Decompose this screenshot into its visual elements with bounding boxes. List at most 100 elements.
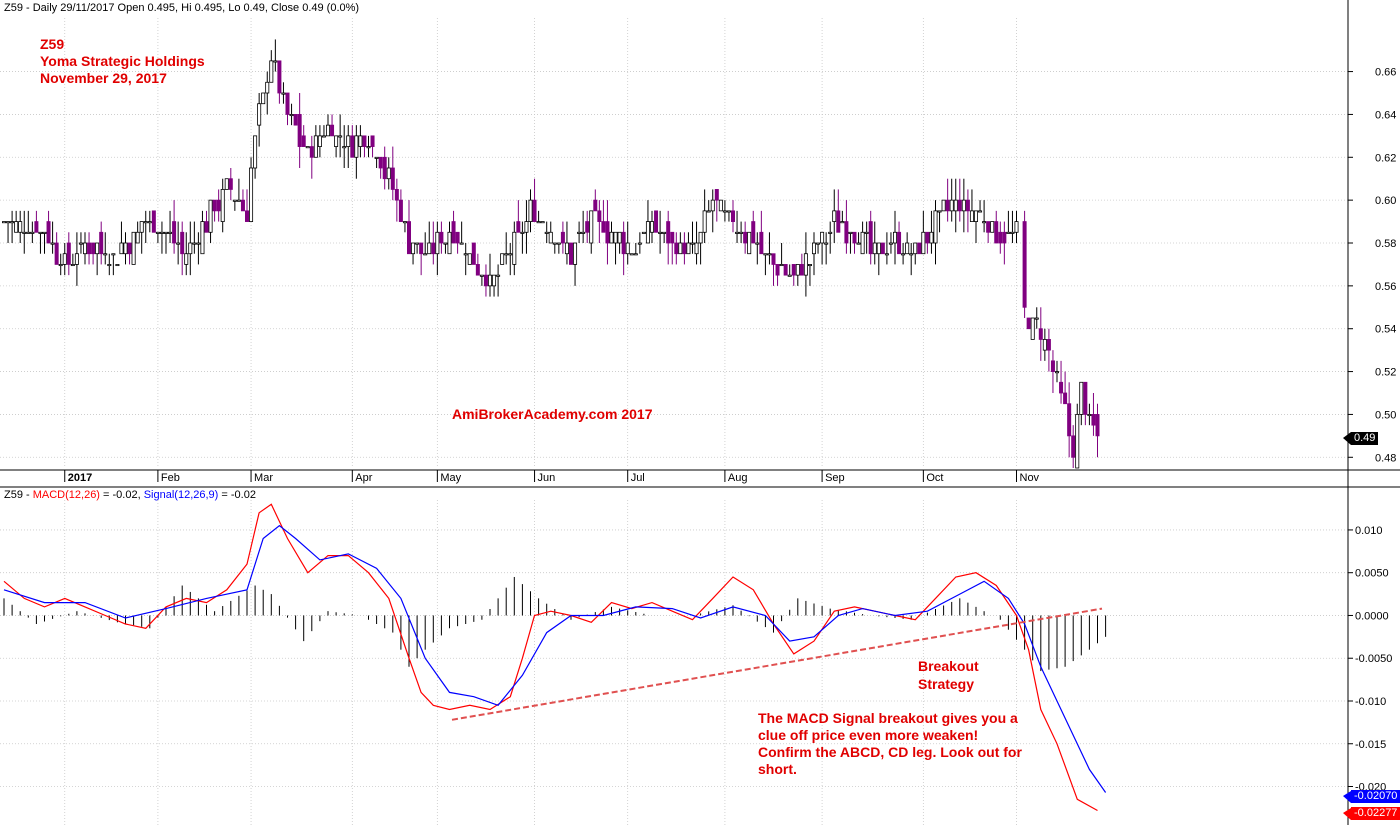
candle-body [763, 253, 768, 256]
candle-body [487, 274, 492, 287]
candle-body [1046, 339, 1051, 351]
candle-body [666, 221, 671, 244]
candle-body [722, 210, 727, 213]
macd-histogram [3, 576, 1107, 672]
candle-body [159, 231, 164, 234]
candle-body [180, 231, 185, 255]
macd-chart-header: Z59 - MACD(12,26) = -0.02, Signal(12,26,… [4, 489, 256, 501]
x-tick-label: Mar [254, 472, 273, 484]
candle-body [172, 221, 177, 244]
candle-body [986, 221, 991, 233]
macd-prefix: Z59 - [4, 489, 33, 501]
macd-y-tick-label: 0.010 [1355, 525, 1383, 537]
candle-body [54, 242, 59, 265]
candle-body [99, 231, 104, 255]
macd-y-tick-label: 0.0050 [1355, 568, 1389, 580]
candle-body [803, 253, 808, 276]
candle-body [828, 231, 833, 234]
candle-body [2, 221, 7, 224]
candle-body [1067, 403, 1072, 437]
x-tick-label: 2017 [68, 472, 92, 484]
candle-body [990, 221, 995, 233]
candle-body [726, 210, 731, 213]
candle-body [366, 146, 371, 149]
candle-body [492, 274, 497, 287]
candle-body [50, 242, 55, 245]
candle-body [601, 221, 606, 233]
candle-body [500, 253, 505, 265]
candle-body [625, 242, 630, 255]
date-label: November 29, 2017 [40, 70, 167, 86]
candle-body [949, 199, 954, 212]
candle-body [1006, 231, 1011, 234]
candle-body [200, 221, 205, 255]
price-y-tick-label: 0.54 [1375, 324, 1396, 336]
candle-body [540, 221, 545, 224]
candle-body [431, 242, 436, 255]
candle-body [897, 231, 902, 255]
candle-body [641, 231, 646, 234]
candle-body [87, 242, 92, 255]
candle-body [66, 242, 71, 265]
price-y-tick-label: 0.66 [1375, 67, 1396, 79]
candle-body [637, 242, 642, 245]
candle-body [633, 253, 638, 256]
candle-body [204, 221, 209, 233]
candle-body [196, 242, 201, 245]
candle-body [629, 253, 634, 256]
candle-body [836, 210, 841, 233]
candle-body [78, 242, 83, 245]
candle-body [1087, 414, 1092, 417]
candle-body [812, 242, 817, 255]
candle-body [46, 221, 51, 244]
candle-body [1042, 339, 1047, 351]
candle-body [654, 210, 659, 233]
candle-body [208, 199, 213, 233]
candle-body [111, 253, 116, 256]
candle-body [901, 253, 906, 256]
macd-line [3, 503, 1098, 812]
candle-body [905, 242, 910, 255]
candle-body [155, 231, 160, 234]
candle-body [678, 242, 683, 255]
candle-body [240, 199, 245, 212]
company-label: Yoma Strategic Holdings [40, 53, 205, 69]
candle-body [731, 210, 736, 222]
candle-body [289, 114, 294, 117]
candle-body [816, 242, 821, 245]
candle-body [759, 231, 764, 255]
candle-body [58, 264, 63, 267]
candle-body [880, 242, 885, 255]
candle-body [516, 221, 521, 233]
candle-body [232, 199, 237, 202]
candle-body [1030, 317, 1035, 340]
macd-legend-value: = -0.02, [99, 489, 144, 501]
candle-body [617, 231, 622, 244]
candle-body [463, 253, 468, 256]
candle-body [933, 210, 938, 244]
candle-body [390, 167, 395, 190]
candle-body [1095, 414, 1100, 437]
candle-body [658, 231, 663, 234]
candle-body [419, 242, 424, 255]
candle-body [244, 210, 249, 222]
candle-body [690, 242, 695, 245]
candle-body [1034, 317, 1039, 320]
candle-body [998, 231, 1003, 244]
candle-body [937, 210, 942, 213]
candle-body [536, 221, 541, 224]
candle-body [305, 146, 310, 149]
macd-last-tag: -0.02277 [1351, 807, 1400, 820]
candle-body [103, 253, 108, 256]
candle-body [1075, 414, 1080, 469]
candle-body [787, 274, 792, 277]
candle-body [1002, 231, 1007, 244]
candle-body [1083, 381, 1088, 415]
breakout-trendline [451, 607, 1103, 721]
candle-body [147, 221, 152, 224]
candle-body [374, 156, 379, 159]
candle-body [334, 135, 339, 147]
candle-body [840, 221, 845, 224]
